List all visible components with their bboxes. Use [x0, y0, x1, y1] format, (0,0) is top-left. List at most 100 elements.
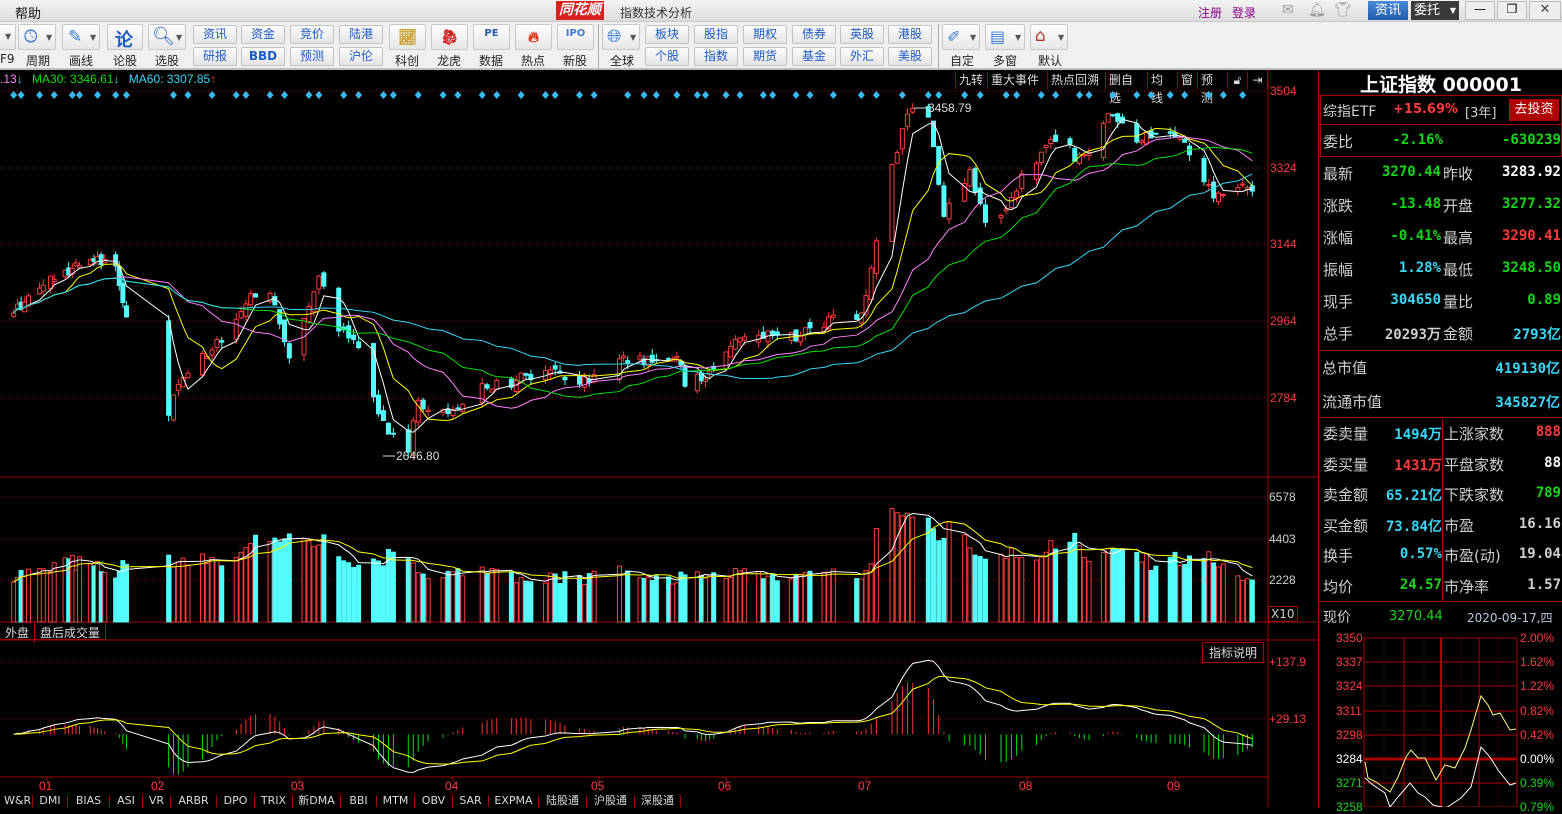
candle-body: [356, 341, 362, 349]
market-btn-4-bottom[interactable]: 外汇: [840, 47, 884, 66]
market-btn-4-top[interactable]: 英股: [840, 25, 884, 44]
toolbar-btn-2-bottom[interactable]: 预测: [290, 47, 334, 66]
market-btn-2-bottom[interactable]: 期货: [743, 47, 787, 66]
candle-body: [243, 303, 249, 317]
toolbar-btn-0-top[interactable]: 资讯: [193, 25, 237, 44]
indicator-tab-1[interactable]: DMI: [33, 795, 68, 807]
market-btn-0-bottom[interactable]: 个股: [645, 47, 689, 66]
kline-chart[interactable]: [0, 0, 1318, 807]
toolbar-btn-3-top[interactable]: 陆港: [339, 25, 383, 44]
market-btn-2-top[interactable]: 期权: [743, 25, 787, 44]
candle-body: [899, 128, 905, 150]
chart-tool-button-1[interactable]: 重大事件: [988, 71, 1048, 89]
pick-stock-button[interactable]: 🔍︎ ▼: [148, 24, 186, 50]
weibi-pct: -2.16%: [1392, 132, 1443, 148]
mini-price-line: [1364, 745, 1517, 807]
etf-return: +15.69%: [1393, 102, 1459, 117]
toolbar-icon-btn-2[interactable]: PE: [473, 24, 510, 50]
high-annotation: 3458.79: [928, 101, 972, 115]
order-button[interactable]: 委托: [1411, 1, 1447, 20]
lock-icon[interactable]: 🔓︎: [1228, 71, 1248, 89]
market-btn-5-bottom[interactable]: 美股: [888, 47, 932, 66]
toolbar-icon-btn-0[interactable]: 📈︎: [389, 24, 426, 50]
market-btn-3-top[interactable]: 债券: [792, 25, 836, 44]
global-button[interactable]: 🌐︎ ▼: [602, 24, 640, 50]
candle-body: [253, 293, 259, 298]
volume-bar: [577, 575, 583, 623]
volume-bar: [316, 544, 322, 623]
indicator-tab-5[interactable]: ARBR: [171, 795, 217, 807]
toolbar-btn-3-bottom[interactable]: 沪伦: [339, 47, 383, 66]
indicator-tab-14[interactable]: 陆股通: [539, 795, 587, 807]
volume-bar: [390, 551, 396, 623]
indicator-tab-11[interactable]: OBV: [415, 795, 453, 807]
volume-bar: [557, 583, 563, 623]
candle-body: [868, 267, 874, 301]
mail-icon[interactable]: ✉: [1282, 2, 1294, 18]
minimize-button[interactable]: —: [1465, 1, 1495, 20]
tab-outer-volume[interactable]: 外盘: [0, 622, 36, 643]
tab-after-hours-volume[interactable]: 盘后成交量: [40, 626, 101, 640]
candle-body: [445, 408, 451, 415]
restore-button[interactable]: ❐: [1497, 1, 1527, 20]
market-btn-0-top[interactable]: 板块: [645, 25, 689, 44]
close-button[interactable]: ✕: [1529, 1, 1561, 20]
indicator-tab-15[interactable]: 沪股通: [587, 795, 635, 807]
bell-icon[interactable]: 🔔︎: [1308, 2, 1326, 18]
candle-body: [889, 164, 895, 243]
indicator-tab-12[interactable]: SAR: [453, 795, 489, 807]
market-btn-3-bottom[interactable]: 基金: [792, 47, 836, 66]
f9-dropdown-button[interactable]: ▼: [0, 24, 16, 50]
volume-bar: [1034, 559, 1040, 623]
quote-value: 3290.41: [1501, 228, 1561, 244]
indicator-tab-9[interactable]: BBI: [341, 795, 377, 807]
indicator-tab-6[interactable]: DPO: [217, 795, 255, 807]
market-btn-1-bottom[interactable]: 指数: [694, 47, 738, 66]
toolbar-icon-btn-1[interactable]: 🐉︎: [431, 24, 468, 50]
indicator-tab-13[interactable]: EXPMA: [489, 795, 539, 807]
discuss-button[interactable]: 论: [107, 24, 143, 51]
news-button[interactable]: 资讯: [1368, 1, 1408, 20]
market-btn-5-top[interactable]: 港股: [888, 25, 932, 44]
default-button[interactable]: ⌂ ▼: [1030, 24, 1068, 50]
indicator-tab-7[interactable]: TRIX: [255, 795, 293, 807]
order-dropdown-icon[interactable]: ▼: [1447, 1, 1459, 20]
chart-tool-button-0[interactable]: 九转: [955, 71, 988, 89]
toolbar-btn-1-bottom[interactable]: BBD: [241, 47, 285, 66]
quote-value: 304650: [1390, 292, 1441, 308]
toolbar-icon-btn-4[interactable]: IPO: [557, 24, 594, 50]
register-link[interactable]: 注册: [1198, 6, 1223, 20]
toolbar-btn-1-top[interactable]: 资金: [241, 25, 285, 44]
indicator-tab-8[interactable]: 新DMA: [293, 795, 341, 807]
quote-value: 19.04: [1518, 546, 1561, 562]
indicator-tab-3[interactable]: ASI: [110, 795, 143, 807]
indicator-help-button[interactable]: 指标说明: [1202, 642, 1265, 663]
toolbar-btn-2-top[interactable]: 竞价: [290, 25, 334, 44]
quote-label: 下跌家数: [1444, 486, 1505, 504]
indicator-tab-16[interactable]: 深股通: [635, 795, 681, 807]
invest-button[interactable]: 去投资: [1509, 99, 1559, 121]
menu-help[interactable]: 帮助: [15, 7, 42, 22]
multi-window-button[interactable]: ▤ ▼: [985, 24, 1025, 50]
indicator-tab-10[interactable]: MTM: [377, 795, 415, 807]
global-label: 全球: [610, 54, 635, 68]
indicator-tab-0[interactable]: W&R: [0, 795, 33, 807]
intraday-mini-chart[interactable]: [1318, 600, 1562, 807]
toolbar-btn-0-bottom[interactable]: 研报: [193, 47, 237, 66]
indicator-tab-2[interactable]: BIAS: [68, 795, 110, 807]
volume-bar: [356, 564, 362, 623]
chart-tool-button-5[interactable]: 窗: [1178, 71, 1198, 89]
toolbar-icon-btn-3[interactable]: 🔥︎: [515, 24, 552, 50]
draw-button[interactable]: ✎ ▼: [62, 24, 100, 50]
chart-tool-button-2[interactable]: 热点回溯: [1048, 71, 1106, 89]
login-link[interactable]: 登录: [1232, 6, 1257, 20]
signal-diamond-icon: [281, 91, 289, 99]
chart-tool-button-6[interactable]: 预测: [1198, 71, 1228, 105]
skin-shirt-icon[interactable]: 👕︎: [1334, 2, 1352, 18]
indicator-tab-4[interactable]: VR: [143, 795, 171, 807]
period-button[interactable]: 🕓︎ ▼: [18, 24, 56, 50]
market-btn-1-top[interactable]: 股指: [694, 25, 738, 44]
candle-body: [894, 151, 900, 164]
custom-button[interactable]: ✐ ▼: [942, 24, 980, 50]
chevron-down-icon: ▼: [5, 32, 12, 41]
